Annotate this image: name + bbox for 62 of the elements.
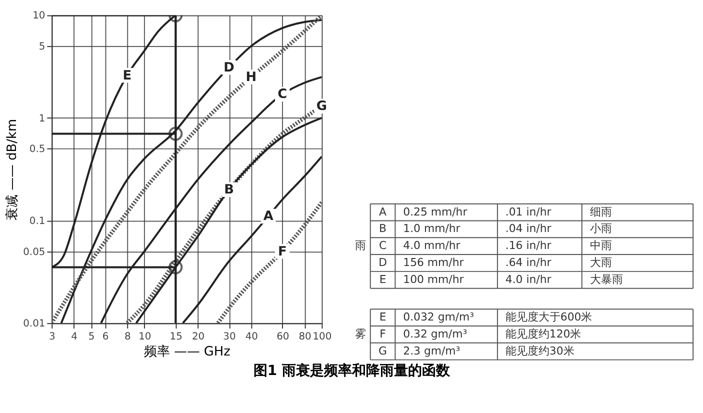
text: 0.32 gm/m³ [403,327,468,340]
text: 大暴雨 [590,272,623,286]
text: 中雨 [590,239,612,252]
x-tick-label: 4 [71,331,78,342]
text: D [378,256,387,269]
text: C [378,239,387,252]
series-label: B [224,182,234,198]
y-tick-label: 1 [38,113,46,124]
series-label: E [122,68,132,84]
series-label: D [224,60,235,76]
x-tick-label: 40 [245,331,258,342]
series-label: F [278,244,287,260]
y-tick-label: 0.1 [29,216,46,227]
x-tick-label: 3 [48,331,56,342]
y-tick-label: 5 [38,42,46,53]
text: 雨 [354,239,366,252]
text: .64 in/hr [505,256,552,269]
text: 0.25 mm/hr [403,205,468,218]
text: 细雨 [590,205,612,218]
text: 大雨 [590,256,612,269]
x-tick-label: 5 [88,331,95,342]
text: 100 mm/hr [403,272,464,286]
text: .16 in/hr [505,239,552,252]
y-axis-title: 衰减 —— dB/km [4,118,20,220]
text: A [379,205,388,218]
x-tick-label: 30 [223,331,236,342]
y-tick-label: 10 [32,10,46,22]
text: F [380,327,386,340]
series-label: A [263,209,274,224]
text: 2.3 gm/m³ [403,344,460,358]
text: E [379,310,386,324]
text: 156 mm/hr [403,256,464,269]
x-tick-label: 10 [138,331,152,342]
x-axis-title: 频率 —— GHz [144,343,231,360]
series-label: G [316,99,328,114]
text: .01 in/hr [505,205,552,218]
x-tick-label: 6 [102,331,109,342]
text: 能见度约30米 [505,344,574,358]
text: 小雨 [590,222,612,236]
text: 能见度大于600米 [505,310,592,324]
text: 4.0 in/hr [505,272,552,286]
text: G [378,344,388,358]
x-tick-label: 8 [124,331,131,342]
x-tick-label: 100 [312,331,332,342]
text: B [379,222,387,236]
text: 图1 雨衰是频率和降雨量的函数 [253,362,451,380]
x-tick-label: 15 [170,331,182,342]
y-tick-label: 0.01 [23,318,46,330]
text: 0.032 gm/m³ [403,310,474,324]
x-tick-label: 60 [276,331,290,342]
text: .04 in/hr [505,222,552,236]
text: 雾 [354,327,366,340]
text: E [379,272,386,286]
text: 能见度约120米 [505,327,582,340]
text: 4.0 mm/hr [403,239,461,252]
x-tick-label: 20 [192,331,205,342]
y-tick-label: 0.05 [23,246,46,258]
y-tick-label: 0.5 [29,144,46,156]
x-tick-label: 80 [298,331,312,342]
text: 1.0 mm/hr [403,222,461,236]
series-label: C [278,87,288,102]
series-label: H [246,70,257,86]
